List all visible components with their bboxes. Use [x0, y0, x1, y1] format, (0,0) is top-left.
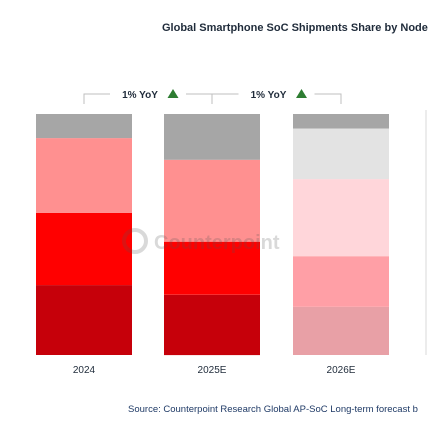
chart-title: Global Smartphone SoC Shipments Share by… [162, 22, 428, 34]
category-labels: 2024 2025E 2026E [73, 365, 356, 376]
bar-segment [36, 138, 132, 213]
annotations-group: 1% YoY 1% YoY [83, 89, 342, 104]
source-note: Source: Counterpoint Research Global AP-… [128, 404, 418, 415]
watermark-text: Counterpoint [154, 232, 280, 254]
bar-segment [293, 114, 389, 129]
up-arrow-icon [296, 89, 307, 98]
bar-segment [293, 128, 389, 180]
bar-segment [36, 114, 132, 139]
bar-segment [293, 256, 389, 307]
yoy-label: 1% YoY [122, 90, 158, 101]
x-tick-label: 2026E [327, 365, 356, 376]
bar-segment [164, 114, 260, 160]
bar-segment [293, 306, 389, 355]
yoy-bracket [211, 93, 342, 104]
watermark-logo [122, 228, 148, 254]
bars-group [36, 114, 389, 356]
x-tick-label: 2024 [73, 365, 96, 376]
bar-segment [164, 159, 260, 242]
x-tick-label: 2025E [198, 365, 227, 376]
bar-segment [293, 179, 389, 257]
bar-segment [164, 294, 260, 356]
bar-segment [36, 285, 132, 355]
bar-segment [164, 241, 260, 295]
up-arrow-icon [167, 89, 179, 98]
yoy-label: 1% YoY [251, 90, 287, 101]
watermark: Counterpoint [122, 228, 280, 254]
bar-segment [36, 212, 132, 286]
